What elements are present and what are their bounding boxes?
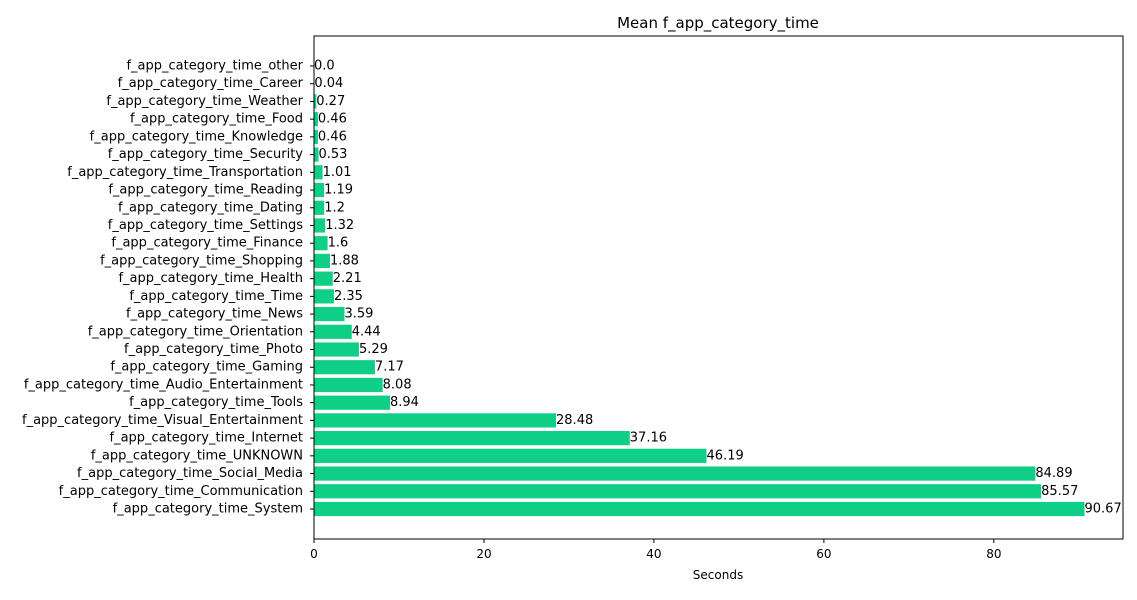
bar xyxy=(314,183,324,197)
value-label: 2.35 xyxy=(334,289,363,304)
bar xyxy=(314,307,345,321)
category-label: f_app_category_time_Visual_Entertainment xyxy=(22,413,303,428)
value-label: 2.21 xyxy=(333,271,362,286)
value-label: 1.6 xyxy=(328,236,349,251)
category-label: f_app_category_time_Health xyxy=(118,271,303,286)
bar xyxy=(314,378,383,392)
value-label: 0.46 xyxy=(318,112,347,127)
x-tick-label: 20 xyxy=(476,547,491,561)
category-label: f_app_category_time_Dating xyxy=(118,200,303,215)
bars-layer xyxy=(314,77,1085,516)
value-label: 28.48 xyxy=(556,413,593,428)
bar xyxy=(314,201,324,215)
category-label: f_app_category_time_Finance xyxy=(111,236,303,251)
category-label: f_app_category_time_Food xyxy=(130,112,303,127)
bar xyxy=(314,165,323,179)
category-label: f_app_category_time_Knowledge xyxy=(90,129,303,144)
category-label: f_app_category_time_Audio_Entertainment xyxy=(24,377,303,392)
value-label: 90.67 xyxy=(1085,502,1122,517)
bar xyxy=(314,484,1041,498)
value-labels: 0.0 0.04 0.27 0.46 0.46 0.53 1.01 1.19 1.2 1.32 1.… xyxy=(314,59,1122,517)
value-label: 7.17 xyxy=(375,360,404,375)
bar xyxy=(314,360,375,374)
category-label: f_app_category_time_Photo xyxy=(124,342,303,357)
category-label: f_app_category_time_Career xyxy=(118,76,304,91)
chart-title: Mean f_app_category_time xyxy=(617,14,819,33)
category-label: f_app_category_time_Weather xyxy=(106,94,303,109)
category-label: f_app_category_time_Gaming xyxy=(110,360,303,375)
bar xyxy=(314,396,390,410)
category-label: f_app_category_time_Social_Media xyxy=(77,466,303,481)
value-label: 1.32 xyxy=(325,218,354,233)
category-label: f_app_category_time_other xyxy=(126,59,303,74)
value-label: 0.0 xyxy=(314,59,335,74)
category-label: f_app_category_time_Settings xyxy=(108,218,303,233)
value-label: 46.19 xyxy=(707,448,744,463)
category-label: f_app_category_time_Time xyxy=(129,289,303,304)
bar xyxy=(314,431,630,445)
value-label: 84.89 xyxy=(1035,466,1072,481)
value-label: 5.29 xyxy=(359,342,388,357)
bar xyxy=(314,466,1035,480)
category-label: f_app_category_time_Tools xyxy=(129,395,303,410)
bar xyxy=(314,254,330,268)
bar xyxy=(314,236,328,250)
value-label: 37.16 xyxy=(630,431,667,446)
category-label: f_app_category_time_Shopping xyxy=(100,253,303,268)
value-label: 8.08 xyxy=(383,377,412,392)
value-label: 1.2 xyxy=(324,200,345,215)
value-label: 1.01 xyxy=(323,165,352,180)
category-label: f_app_category_time_Security xyxy=(108,147,304,162)
category-label: f_app_category_time_Reading xyxy=(108,183,303,198)
bar xyxy=(314,218,325,232)
category-label: f_app_category_time_Orientation xyxy=(88,324,303,339)
bar xyxy=(314,502,1085,516)
category-label: f_app_category_time_System xyxy=(113,502,303,517)
value-label: 0.27 xyxy=(316,94,345,109)
bar xyxy=(314,342,359,356)
category-label: f_app_category_time_Internet xyxy=(110,431,304,446)
bar xyxy=(314,413,556,427)
category-labels: f_app_category_time_other f_app_category_… xyxy=(22,59,314,517)
category-label: f_app_category_time_UNKNOWN xyxy=(91,448,303,463)
x-tick-label: 80 xyxy=(986,547,1001,561)
bar xyxy=(314,272,333,286)
value-label: 1.88 xyxy=(330,253,359,268)
x-tick-label: 60 xyxy=(816,547,831,561)
x-axis-ticks: 0 20 40 60 80 xyxy=(310,539,1001,561)
value-label: 0.53 xyxy=(319,147,348,162)
value-label: 1.19 xyxy=(324,183,353,198)
value-label: 85.57 xyxy=(1041,484,1078,499)
category-label: f_app_category_time_Communication xyxy=(59,484,303,499)
x-tick-label: 0 xyxy=(310,547,318,561)
category-label: f_app_category_time_News xyxy=(126,307,303,322)
plot-frame xyxy=(314,36,1123,539)
value-label: 0.04 xyxy=(314,76,343,91)
value-label: 3.59 xyxy=(345,307,374,322)
value-label: 4.44 xyxy=(352,324,381,339)
x-tick-label: 40 xyxy=(646,547,661,561)
value-label: 0.46 xyxy=(318,129,347,144)
bar xyxy=(314,289,334,303)
bar xyxy=(314,325,352,339)
bar xyxy=(314,449,707,463)
x-axis-label: Seconds xyxy=(693,568,743,582)
value-label: 8.94 xyxy=(390,395,419,410)
category-label: f_app_category_time_Transportation xyxy=(67,165,303,180)
